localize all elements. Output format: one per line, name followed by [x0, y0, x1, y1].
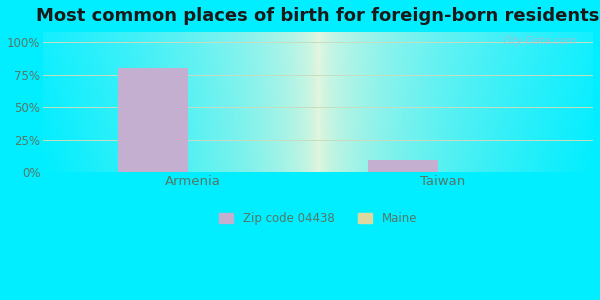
Title: Most common places of birth for foreign-born residents: Most common places of birth for foreign-… [37, 7, 600, 25]
Legend: Zip code 04438, Maine: Zip code 04438, Maine [219, 212, 417, 225]
Bar [368, 160, 438, 172]
Text: City-Data.com: City-Data.com [502, 36, 577, 46]
Bar [118, 68, 188, 172]
